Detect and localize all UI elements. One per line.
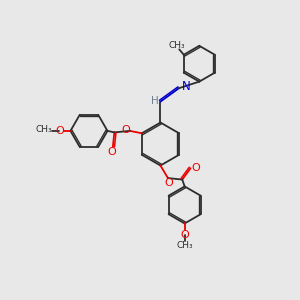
Text: O: O bbox=[122, 125, 130, 135]
Text: N: N bbox=[182, 80, 191, 93]
Text: CH₃: CH₃ bbox=[177, 241, 194, 250]
Text: CH₃: CH₃ bbox=[169, 41, 185, 50]
Text: CH₃: CH₃ bbox=[36, 125, 52, 134]
Text: O: O bbox=[55, 126, 64, 136]
Text: O: O bbox=[181, 230, 190, 239]
Text: H: H bbox=[151, 96, 158, 106]
Text: O: O bbox=[108, 147, 116, 157]
Text: O: O bbox=[191, 163, 200, 172]
Text: O: O bbox=[164, 178, 173, 188]
